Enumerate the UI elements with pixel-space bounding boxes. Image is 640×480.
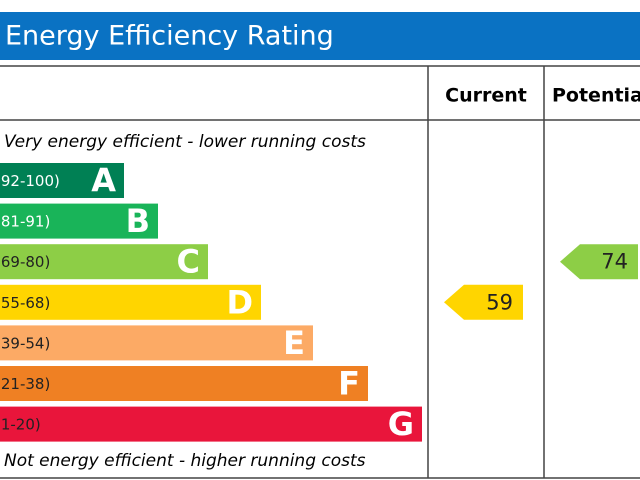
title: Energy Efficiency Rating xyxy=(5,21,334,52)
band-bar xyxy=(0,203,158,239)
band-range: (55-68) xyxy=(0,294,50,312)
title-bar xyxy=(0,12,640,60)
column-header: Potential xyxy=(552,85,640,107)
band-letter: B xyxy=(126,202,150,240)
potential-arrow xyxy=(560,244,638,280)
band-range: (92-100) xyxy=(0,172,60,190)
band-bar xyxy=(0,366,368,401)
band-bar xyxy=(0,163,124,198)
band-bar xyxy=(0,284,261,320)
band-range: (81-91) xyxy=(0,213,50,231)
band-letter: G xyxy=(388,405,414,443)
band-letter: C xyxy=(177,243,200,281)
potential-value: 74 xyxy=(601,250,628,274)
band-letter: D xyxy=(226,283,253,321)
bottom-note: Not energy efficient - higher running co… xyxy=(4,451,366,471)
band-range: (21-38) xyxy=(0,375,50,393)
band-letter: E xyxy=(283,324,305,362)
table-grid xyxy=(0,65,640,479)
column-header: Current xyxy=(445,85,527,107)
band-bar xyxy=(0,325,313,361)
band-range: (39-54) xyxy=(0,334,50,352)
band-letter: F xyxy=(338,365,360,403)
band-letter: A xyxy=(91,162,116,200)
band-bar xyxy=(0,244,208,280)
current-arrow xyxy=(444,284,523,320)
current-value: 59 xyxy=(486,290,513,314)
top-note: Very energy efficient - lower running co… xyxy=(4,132,366,152)
band-bar xyxy=(0,406,422,442)
band-range: (1-20) xyxy=(0,416,41,434)
band-range: (69-80) xyxy=(0,253,50,271)
